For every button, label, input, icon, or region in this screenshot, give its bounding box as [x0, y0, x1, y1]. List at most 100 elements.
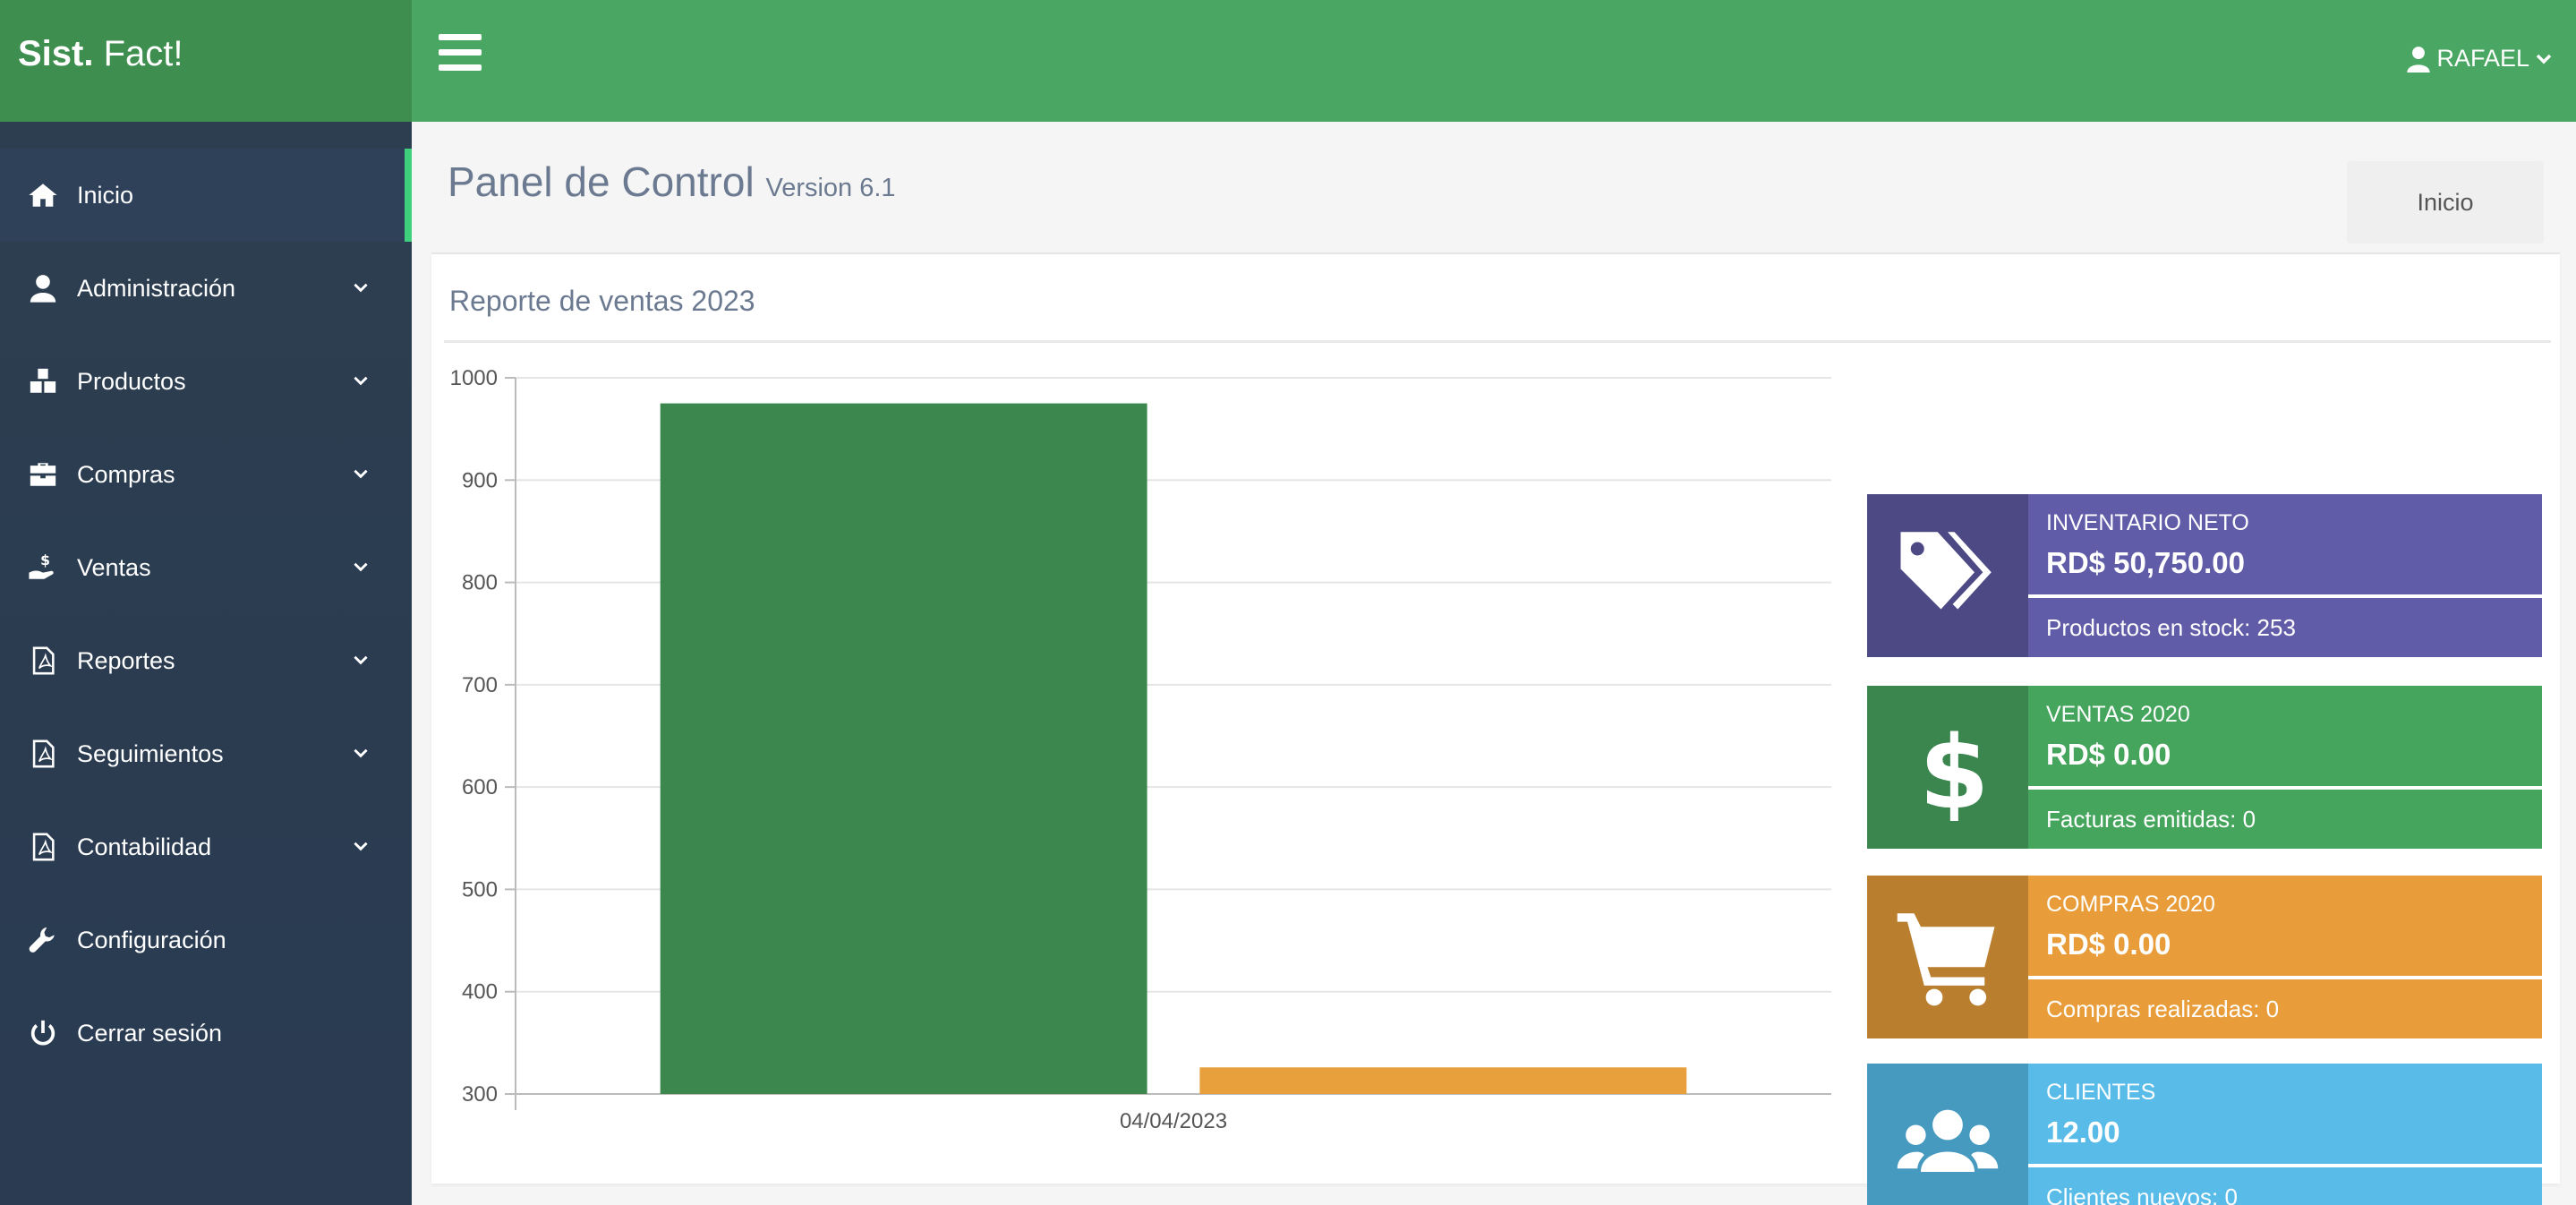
- sidebar-item-label: Contabilidad: [77, 833, 212, 860]
- info-box-compras[interactable]: COMPRAS 2020 RD$ 0.00 Compras realizadas…: [1867, 876, 2542, 1038]
- y-tick-label: 500: [462, 877, 498, 902]
- sidebar-item-label: Cerrar sesión: [77, 1019, 223, 1047]
- info-label: CLIENTES: [2046, 1080, 2156, 1105]
- user-menu[interactable]: RAFAEL: [2406, 45, 2553, 73]
- chevron-down-icon: [354, 748, 368, 758]
- breadcrumb[interactable]: Inicio: [2347, 161, 2544, 244]
- chevron-down-icon: [2536, 54, 2552, 64]
- y-tick-label: 1000: [450, 366, 498, 390]
- info-value: 12.00: [2046, 1115, 2120, 1149]
- y-tick-label: 900: [462, 468, 498, 492]
- info-box-clientes[interactable]: CLIENTES 12.00 Clientes nuevos: 0: [1867, 1064, 2542, 1205]
- chevron-down-icon: [354, 283, 368, 293]
- breadcrumb-item: Inicio: [2417, 188, 2474, 216]
- pdf-file-icon: [25, 645, 61, 677]
- svg-text:$: $: [40, 552, 50, 568]
- info-body: COMPRAS 2020 RD$ 0.00 Compras realizadas…: [2028, 876, 2542, 1038]
- brand-logo[interactable]: Sist. Fact!: [0, 0, 412, 122]
- sidebar-item-label: Reportes: [77, 646, 175, 674]
- cubes-icon: [25, 365, 61, 397]
- sidebar-item-configuracion[interactable]: Configuración: [0, 893, 412, 987]
- info-box-inventario[interactable]: INVENTARIO NETO RD$ 50,750.00 Productos …: [1867, 494, 2542, 657]
- sidebar-item-reportes[interactable]: Reportes: [0, 614, 412, 707]
- top-navbar: RAFAEL: [412, 0, 2576, 122]
- sidebar-item-label: Administración: [77, 274, 236, 302]
- info-box-ventas[interactable]: $ VENTAS 2020 RD$ 0.00 Facturas emitidas…: [1867, 686, 2542, 849]
- x-tick-label: 04/04/2023: [1120, 1109, 1227, 1133]
- pdf-file-icon: [25, 738, 61, 770]
- info-label: VENTAS 2020: [2046, 702, 2190, 727]
- brand-rest: Fact!: [93, 34, 183, 73]
- brand-bold: Sist.: [18, 34, 94, 73]
- hand-dollar-icon: $: [25, 551, 61, 584]
- info-value: RD$ 0.00: [2046, 927, 2171, 961]
- y-tick-label: 300: [462, 1082, 498, 1107]
- sidebar-item-cerrar-sesion[interactable]: Cerrar sesión: [0, 987, 412, 1080]
- user-icon: [25, 272, 61, 304]
- info-body: INVENTARIO NETO RD$ 50,750.00 Productos …: [2028, 494, 2542, 657]
- info-icon-cell: $: [1867, 686, 2028, 849]
- info-progress: [2028, 976, 2542, 979]
- info-progress: [2028, 1164, 2542, 1167]
- sales-bar-chart: 300 400 500 600 700 800 900 1000 04/04/2023: [450, 366, 1831, 1133]
- sales-report-box: Reporte de ventas 2023 300 400 500 600 700 80…: [431, 252, 2560, 1205]
- sidebar-item-seguimientos[interactable]: Seguimientos: [0, 707, 412, 800]
- info-icon-cell: [1867, 876, 2028, 1038]
- info-description: Productos en stock: 253: [2046, 614, 2296, 641]
- info-description: Clientes nuevos: 0: [2046, 1184, 2238, 1205]
- info-value: RD$ 0.00: [2046, 738, 2171, 771]
- chevron-down-icon: [354, 842, 368, 851]
- page-title-text: Panel de Control: [448, 158, 755, 205]
- info-description: Facturas emitidas: 0: [2046, 806, 2256, 833]
- wrench-icon: [25, 924, 61, 956]
- cart-icon: [1897, 913, 1995, 1006]
- sidebar-item-label: Compras: [77, 460, 175, 488]
- report-title: Reporte de ventas 2023: [449, 285, 755, 317]
- sidebar-item-label: Inicio: [77, 181, 134, 209]
- briefcase-icon: [25, 458, 61, 491]
- sales-chart: 300 400 500 600 700 800 900 1000 04/04/2023: [444, 362, 1849, 1149]
- sidebar-item-administracion[interactable]: Administración: [0, 242, 412, 335]
- info-icon-cell: [1867, 494, 2028, 657]
- info-description: Compras realizadas: 0: [2046, 996, 2280, 1022]
- chevron-down-icon: [354, 562, 368, 572]
- menu-toggle-icon[interactable]: [439, 34, 482, 73]
- sidebar-item-label: Configuración: [77, 926, 226, 953]
- chevron-down-icon: [354, 469, 368, 479]
- user-icon: [2407, 46, 2431, 73]
- version-label: Version 6.1: [765, 174, 896, 202]
- info-value: RD$ 50,750.00: [2046, 546, 2245, 579]
- y-tick-label: 700: [462, 673, 498, 697]
- sidebar-item-contabilidad[interactable]: Contabilidad: [0, 800, 412, 893]
- chart-bar: [660, 403, 1147, 1095]
- users-icon: [1897, 1109, 1999, 1172]
- info-progress: [2028, 594, 2542, 598]
- user-name: RAFAEL: [2436, 45, 2529, 72]
- home-icon: [25, 179, 61, 211]
- sidebar-item-label: Productos: [77, 367, 186, 395]
- info-icon-cell: [1867, 1064, 2028, 1205]
- y-tick-label: 400: [462, 980, 498, 1004]
- sidebar: Inicio Administración Productos Compras …: [0, 122, 412, 1205]
- info-progress: [2028, 786, 2542, 790]
- info-label: COMPRAS 2020: [2046, 892, 2215, 917]
- chevron-down-icon: [354, 376, 368, 386]
- page-title: Panel de Control Version 6.1: [448, 158, 896, 206]
- main-content: Panel de Control Version 6.1 Inicio Repo…: [412, 122, 2576, 1205]
- svg-text:$: $: [1919, 714, 1989, 821]
- y-tick-label: 600: [462, 775, 498, 799]
- sidebar-item-ventas[interactable]: $ Ventas: [0, 521, 412, 614]
- sidebar-item-productos[interactable]: Productos: [0, 335, 412, 428]
- dollar-icon: $: [1919, 714, 1989, 821]
- sidebar-item-inicio[interactable]: Inicio: [0, 149, 412, 242]
- info-body: VENTAS 2020 RD$ 0.00 Facturas emitidas: …: [2028, 686, 2542, 849]
- sidebar-item-label: Ventas: [77, 553, 151, 581]
- sidebar-item-label: Seguimientos: [77, 739, 224, 767]
- tags-icon: [1900, 532, 1992, 610]
- info-label: INVENTARIO NETO: [2046, 510, 2249, 535]
- chart-bar: [1199, 1067, 1687, 1094]
- pdf-file-icon: [25, 831, 61, 863]
- divider: [444, 340, 2551, 343]
- power-icon: [25, 1017, 61, 1049]
- sidebar-item-compras[interactable]: Compras: [0, 428, 412, 521]
